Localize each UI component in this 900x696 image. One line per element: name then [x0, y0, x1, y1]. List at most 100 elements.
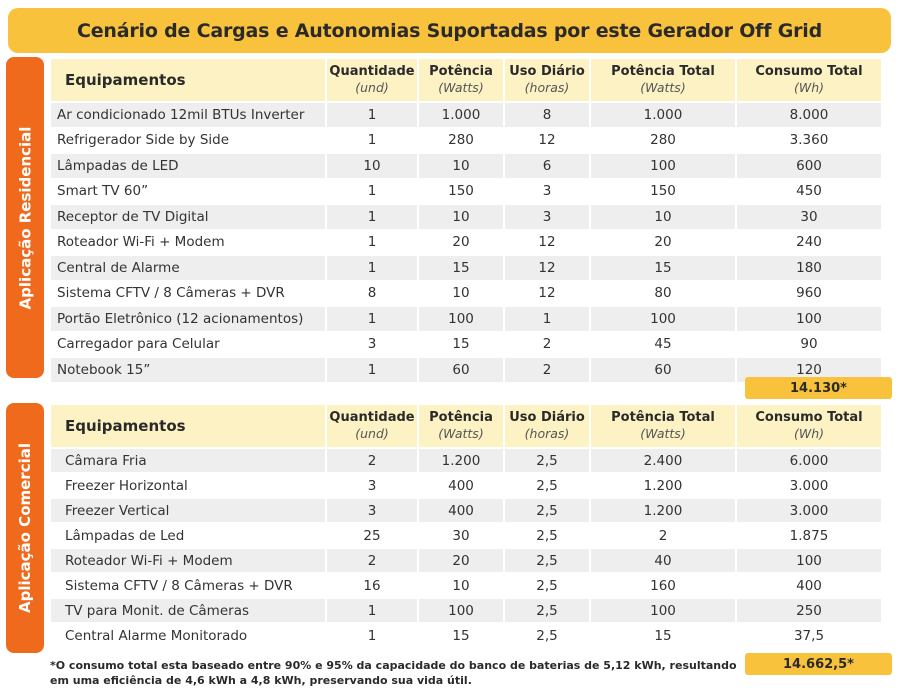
header-quantidade: Quantidade (und): [327, 59, 417, 101]
cell-equipamento: Roteador Wi-Fi + Modem: [51, 230, 325, 254]
cell-consumo-total: 450: [737, 179, 881, 203]
table-row: Ar condicionado 12mil BTUs Inverter 1 1.00…: [51, 103, 881, 127]
cell-potencia: 100: [419, 599, 503, 622]
cell-potencia-total: 15: [591, 624, 735, 647]
cell-potencia: 60: [419, 358, 503, 382]
cell-consumo-total: 180: [737, 256, 881, 280]
cell-consumo-total: 37,5: [737, 624, 881, 647]
table-header-row: Equipamentos Quantidade (und) Potência (Wa…: [51, 405, 881, 447]
table-row: Sistema CFTV / 8 Câmeras + DVR 16 10 2,5 160…: [51, 574, 881, 597]
cell-consumo-total: 3.360: [737, 128, 881, 152]
table-row: TV para Monit. de Câmeras 1 100 2,5 100 250: [51, 599, 881, 622]
cell-consumo-total: 90: [737, 332, 881, 356]
side-tab-label: Aplicação Residencial: [16, 126, 34, 309]
table-row: Central Alarme Monitorado 1 15 2,5 15 37,5: [51, 624, 881, 647]
cell-quantidade: 16: [327, 574, 417, 597]
title-bar: Cenário de Cargas e Autonomias Suportada…: [8, 8, 891, 53]
cell-quantidade: 1: [327, 103, 417, 127]
table-header-row: Equipamentos Quantidade (und) Potência (Wa…: [51, 59, 881, 101]
cell-consumo-total: 100: [737, 307, 881, 331]
cell-equipamento: Câmara Fria: [51, 449, 325, 472]
table-row: Roteador Wi-Fi + Modem 1 20 12 20 240: [51, 230, 881, 254]
cell-quantidade: 1: [327, 179, 417, 203]
cell-consumo-total: 6.000: [737, 449, 881, 472]
cell-consumo-total: 400: [737, 574, 881, 597]
cell-potencia: 10: [419, 281, 503, 305]
cell-consumo-total: 250: [737, 599, 881, 622]
table-row: Smart TV 60” 1 150 3 150 450: [51, 179, 881, 203]
cell-quantidade: 1: [327, 128, 417, 152]
cell-consumo-total: 600: [737, 154, 881, 178]
cell-equipamento: Ar condicionado 12mil BTUs Inverter: [51, 103, 325, 127]
cell-uso-diario: 2,5: [505, 624, 589, 647]
cell-uso-diario: 6: [505, 154, 589, 178]
cell-potencia-total: 280: [591, 128, 735, 152]
cell-potencia-total: 160: [591, 574, 735, 597]
cell-consumo-total: 3.000: [737, 499, 881, 522]
table-row: Lâmpadas de Led 25 30 2,5 2 1.875: [51, 524, 881, 547]
total-comercial: 14.662,5*: [745, 653, 892, 675]
header-consumo-total: Consumo Total (Wh): [737, 405, 881, 447]
table-row: Carregador para Celular 3 15 2 45 90: [51, 332, 881, 356]
cell-uso-diario: 12: [505, 256, 589, 280]
cell-quantidade: 1: [327, 624, 417, 647]
cell-potencia: 150: [419, 179, 503, 203]
cell-equipamento: Lâmpadas de LED: [51, 154, 325, 178]
table-body-comercial: Câmara Fria 2 1.200 2,5 2.400 6.000 Freezer Ho…: [51, 449, 881, 647]
cell-potencia-total: 20: [591, 230, 735, 254]
cell-quantidade: 3: [327, 499, 417, 522]
cell-consumo-total: 240: [737, 230, 881, 254]
cell-consumo-total: 3.000: [737, 474, 881, 497]
cell-uso-diario: 1: [505, 307, 589, 331]
cell-potencia-total: 10: [591, 205, 735, 229]
cell-quantidade: 3: [327, 332, 417, 356]
cell-uso-diario: 2,5: [505, 474, 589, 497]
cell-quantidade: 25: [327, 524, 417, 547]
cell-uso-diario: 2,5: [505, 574, 589, 597]
total-residencial: 14.130*: [745, 377, 892, 399]
cell-consumo-total: 960: [737, 281, 881, 305]
cell-potencia-total: 1.200: [591, 474, 735, 497]
cell-quantidade: 1: [327, 256, 417, 280]
table-row: Freezer Horizontal 3 400 2,5 1.200 3.000: [51, 474, 881, 497]
cell-equipamento: Smart TV 60”: [51, 179, 325, 203]
cell-quantidade: 1: [327, 307, 417, 331]
cell-potencia-total: 80: [591, 281, 735, 305]
header-potencia: Potência (Watts): [419, 59, 503, 101]
cell-quantidade: 3: [327, 474, 417, 497]
header-potencia-total: Potência Total (Watts): [591, 59, 735, 101]
cell-equipamento: Central Alarme Monitorado: [51, 624, 325, 647]
cell-potencia-total: 100: [591, 307, 735, 331]
cell-quantidade: 10: [327, 154, 417, 178]
cell-quantidade: 1: [327, 358, 417, 382]
header-potencia-total: Potência Total (Watts): [591, 405, 735, 447]
cell-consumo-total: 120: [737, 358, 881, 382]
cell-quantidade: 2: [327, 549, 417, 572]
cell-equipamento: Freezer Vertical: [51, 499, 325, 522]
cell-potencia-total: 1.000: [591, 103, 735, 127]
cell-potencia: 100: [419, 307, 503, 331]
table-body-residencial: Ar condicionado 12mil BTUs Inverter 1 1.00…: [51, 103, 881, 382]
table-row: Freezer Vertical 3 400 2,5 1.200 3.000: [51, 499, 881, 522]
cell-uso-diario: 3: [505, 179, 589, 203]
cell-equipamento: Lâmpadas de Led: [51, 524, 325, 547]
cell-uso-diario: 12: [505, 230, 589, 254]
cell-equipamento: Sistema CFTV / 8 Câmeras + DVR: [51, 574, 325, 597]
header-uso-diario: Uso Diário (horas): [505, 405, 589, 447]
cell-potencia-total: 2: [591, 524, 735, 547]
cell-equipamento: TV para Monit. de Câmeras: [51, 599, 325, 622]
cell-potencia-total: 1.200: [591, 499, 735, 522]
cell-equipamento: Central de Alarme: [51, 256, 325, 280]
table-residencial: Equipamentos Quantidade (und) Potência (Wa…: [49, 57, 883, 384]
header-quantidade: Quantidade (und): [327, 405, 417, 447]
cell-quantidade: 8: [327, 281, 417, 305]
cell-equipamento: Carregador para Celular: [51, 332, 325, 356]
cell-potencia-total: 45: [591, 332, 735, 356]
cell-equipamento: Sistema CFTV / 8 Câmeras + DVR: [51, 281, 325, 305]
cell-quantidade: 1: [327, 230, 417, 254]
cell-potencia: 15: [419, 332, 503, 356]
cell-uso-diario: 2,5: [505, 549, 589, 572]
cell-consumo-total: 100: [737, 549, 881, 572]
table-row: Sistema CFTV / 8 Câmeras + DVR 8 10 12 80 960: [51, 281, 881, 305]
table-row: Refrigerador Side by Side 1 280 12 280 3.360: [51, 128, 881, 152]
